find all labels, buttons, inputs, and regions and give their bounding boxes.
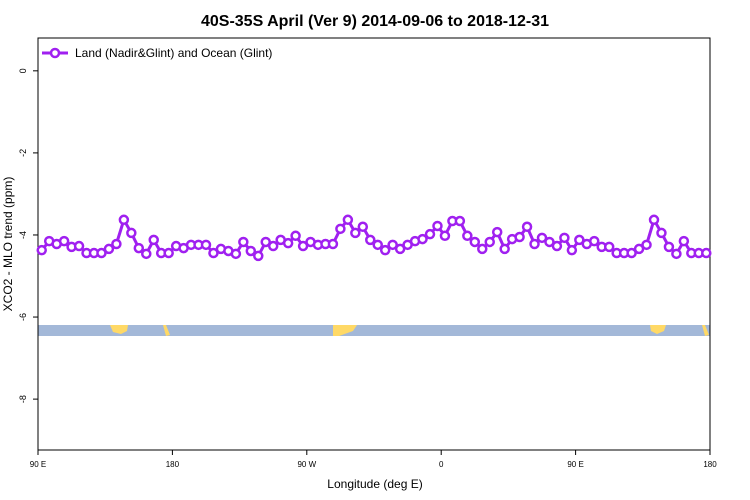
data-point	[327, 238, 339, 250]
data-point	[678, 235, 690, 247]
land	[702, 325, 709, 336]
x-tick-label: 180	[166, 460, 180, 469]
data-point	[424, 228, 436, 240]
data-point	[559, 232, 570, 244]
data-point	[469, 236, 481, 248]
x-tick-label: 180	[703, 460, 717, 469]
data-point	[544, 236, 555, 248]
data-point	[365, 234, 376, 246]
data-point	[701, 247, 712, 259]
data-point	[394, 243, 406, 255]
data-point	[163, 247, 174, 259]
data-point	[260, 236, 271, 248]
land	[650, 325, 666, 334]
data-point	[335, 223, 346, 235]
y-tick-label: -2	[18, 149, 28, 157]
data-point	[282, 237, 294, 249]
data-point	[626, 247, 637, 259]
data-point	[297, 240, 309, 252]
data-point	[267, 240, 279, 252]
data-point	[462, 230, 473, 242]
legend-marker	[49, 47, 61, 59]
data-point	[633, 243, 645, 255]
data-point	[103, 243, 115, 255]
data-point	[245, 245, 257, 257]
data-point	[58, 235, 70, 247]
data-point	[118, 214, 130, 226]
land	[333, 325, 357, 336]
x-tick-label: 90 W	[297, 460, 316, 469]
y-tick-label: -6	[18, 313, 28, 321]
y-tick-label: 0	[18, 68, 28, 73]
data-point	[350, 227, 361, 239]
ocean-strip	[38, 325, 710, 336]
data-point	[141, 248, 152, 260]
data-point	[200, 239, 212, 251]
data-point	[133, 242, 145, 254]
data-point	[372, 239, 383, 251]
x-tick-label: 90 E	[30, 460, 46, 469]
data-point	[641, 239, 652, 251]
data-point	[521, 221, 533, 233]
legend-label: Land (Nadir&Glint) and Ocean (Glint)	[75, 46, 272, 60]
data-point	[499, 243, 510, 255]
data-point	[111, 238, 122, 250]
data-point	[357, 221, 369, 233]
data-point	[656, 227, 667, 239]
data-point	[514, 231, 525, 243]
data-point	[536, 232, 548, 244]
data-point	[477, 243, 488, 255]
data-point	[439, 230, 451, 242]
data-point	[36, 244, 47, 256]
data-point	[238, 236, 249, 248]
data-point	[417, 233, 428, 245]
data-point	[432, 220, 443, 232]
chart-title: 40S-35S April (Ver 9) 2014-09-06 to 2018…	[201, 13, 549, 30]
data-point	[491, 226, 503, 238]
data-point	[379, 244, 391, 256]
data-point	[126, 227, 137, 239]
data-point	[663, 241, 675, 253]
y-axis-label: XCO2 - MLO trend (ppm)	[1, 177, 15, 312]
data-point	[529, 238, 540, 250]
x-tick-label: 90 E	[567, 460, 583, 469]
data-point	[551, 240, 563, 252]
x-tick-label: 0	[439, 460, 444, 469]
land	[163, 325, 170, 336]
data-point	[589, 235, 600, 247]
data-point	[230, 248, 242, 260]
data-point	[208, 247, 219, 259]
data-point	[603, 241, 615, 253]
data-point	[96, 247, 107, 259]
data-point	[566, 244, 578, 256]
land	[110, 325, 128, 334]
data-point	[290, 230, 301, 242]
data-point	[73, 240, 85, 252]
x-axis-label: Longitude (deg E)	[327, 477, 422, 491]
data-point	[648, 214, 660, 226]
plot-frame	[37, 37, 711, 451]
y-tick-label: -4	[18, 231, 28, 239]
y-tick-label: -8	[18, 395, 28, 403]
data-point	[454, 215, 466, 227]
data-point	[574, 234, 585, 246]
data-point	[148, 234, 159, 246]
data-point	[484, 236, 495, 248]
data-point	[387, 239, 398, 251]
data-point	[671, 248, 682, 260]
data-point	[342, 214, 354, 226]
data-point	[253, 250, 264, 262]
land-strip	[38, 325, 710, 336]
